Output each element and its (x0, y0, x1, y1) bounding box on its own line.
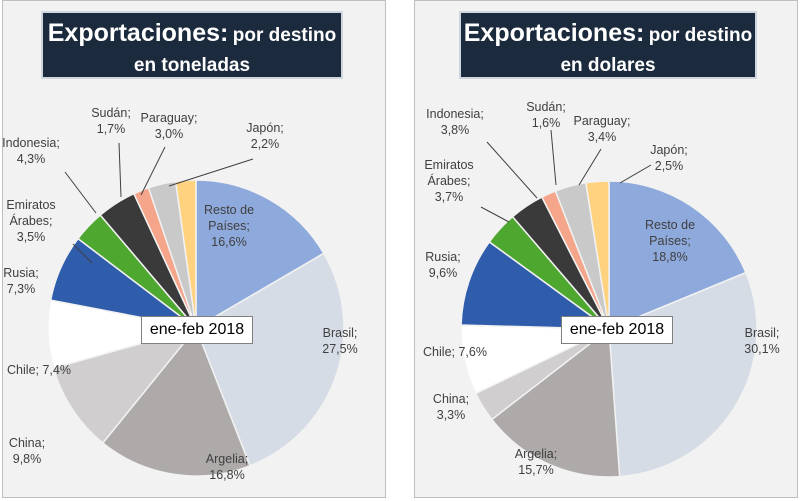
data-label-emiratos-rabes: Emiratos Árabes; 3,7% (424, 158, 473, 204)
pie-slice-brasil (195, 252, 345, 467)
pie-slice-jap-n (585, 180, 610, 330)
data-label-argelia: Argelia; 15,7% (515, 447, 557, 477)
pie-slice-resto-de-pa-ses (195, 179, 325, 330)
chart-title-box: Exportaciones: por destino en toneladas (41, 11, 343, 79)
leader-line (140, 146, 166, 196)
pie-slice-rusia (460, 240, 612, 330)
data-label-jap-n: Japón; 2,2% (246, 121, 284, 151)
pie-slice-argelia (490, 327, 621, 478)
chart-title: Exportaciones: (47, 19, 229, 47)
chart-panel-dolares: Exportaciones: por destino en dolares Re… (414, 0, 798, 498)
leader-line (72, 243, 93, 264)
chart-panel-toneladas: Exportaciones: por destino en toneladas … (2, 0, 386, 498)
chart-subtitle-1: por destino (648, 25, 753, 46)
data-label-jap-n: Japón; 2,5% (650, 143, 688, 173)
data-label-indonesia: Indonesia; 4,3% (3, 136, 60, 166)
pie-slice-china (52, 326, 199, 445)
data-label-paraguay: Paraguay; 3,4% (574, 114, 631, 144)
chart-title-box: Exportaciones: por destino en dolares (459, 11, 757, 79)
leader-line (550, 129, 557, 186)
data-label-argelia: Argelia; 16,8% (206, 452, 248, 482)
data-label-emiratos-rabes: Emiratos Árabes; 3,5% (6, 198, 55, 244)
leader-line (486, 141, 538, 199)
data-label-resto-de-pa-ses: Resto de Países; 16,6% (204, 203, 254, 249)
pie-slice-argelia (101, 326, 251, 477)
pie-slice-resto-de-pa-ses (608, 180, 747, 331)
leader-line (64, 171, 97, 214)
data-label-rusia: Rusia; 9,6% (425, 250, 460, 280)
chart-title: Exportaciones: (463, 19, 645, 47)
leader-line (578, 148, 602, 186)
data-label-chile: Chile; 7,4% (7, 363, 71, 377)
chart-subtitle-2: en dolares (560, 55, 656, 76)
leader-line (480, 206, 510, 223)
data-label-brasil: Brasil; 30,1% (744, 326, 779, 356)
chart-subtitle-2: en toneladas (133, 55, 251, 76)
data-label-indonesia: Indonesia; 3,8% (426, 107, 484, 137)
pie-chart-dolares: Resto de Países; 18,8% Brasil; 30,1% Argelia;… (423, 100, 780, 478)
data-label-rusia: Rusia; 7,3% (3, 266, 38, 296)
leader-line (619, 164, 652, 184)
chart-subtitle-1: por destino (232, 25, 337, 46)
data-label-paraguay: Paraguay; 3,0% (141, 111, 198, 141)
period-label: ene-feb 2018 (141, 316, 253, 344)
leader-line (168, 158, 254, 187)
data-label-sud-n: Sudán; 1,6% (526, 100, 566, 130)
pie-chart-toneladas: Resto de Países; 16,6% Brasil; 27,5% Argelia;… (3, 106, 358, 482)
data-label-resto-de-pa-ses: Resto de Países; 18,8% (645, 218, 695, 264)
period-label: ene-feb 2018 (561, 316, 673, 344)
leader-line (118, 142, 122, 198)
data-label-brasil: Brasil; 27,5% (322, 326, 357, 356)
data-label-china: China; 3,3% (433, 392, 469, 422)
data-label-sud-n: Sudán; 1,7% (91, 106, 131, 136)
data-label-china: China; 9,8% (9, 436, 45, 466)
data-label-chile: Chile; 7,6% (423, 345, 487, 359)
